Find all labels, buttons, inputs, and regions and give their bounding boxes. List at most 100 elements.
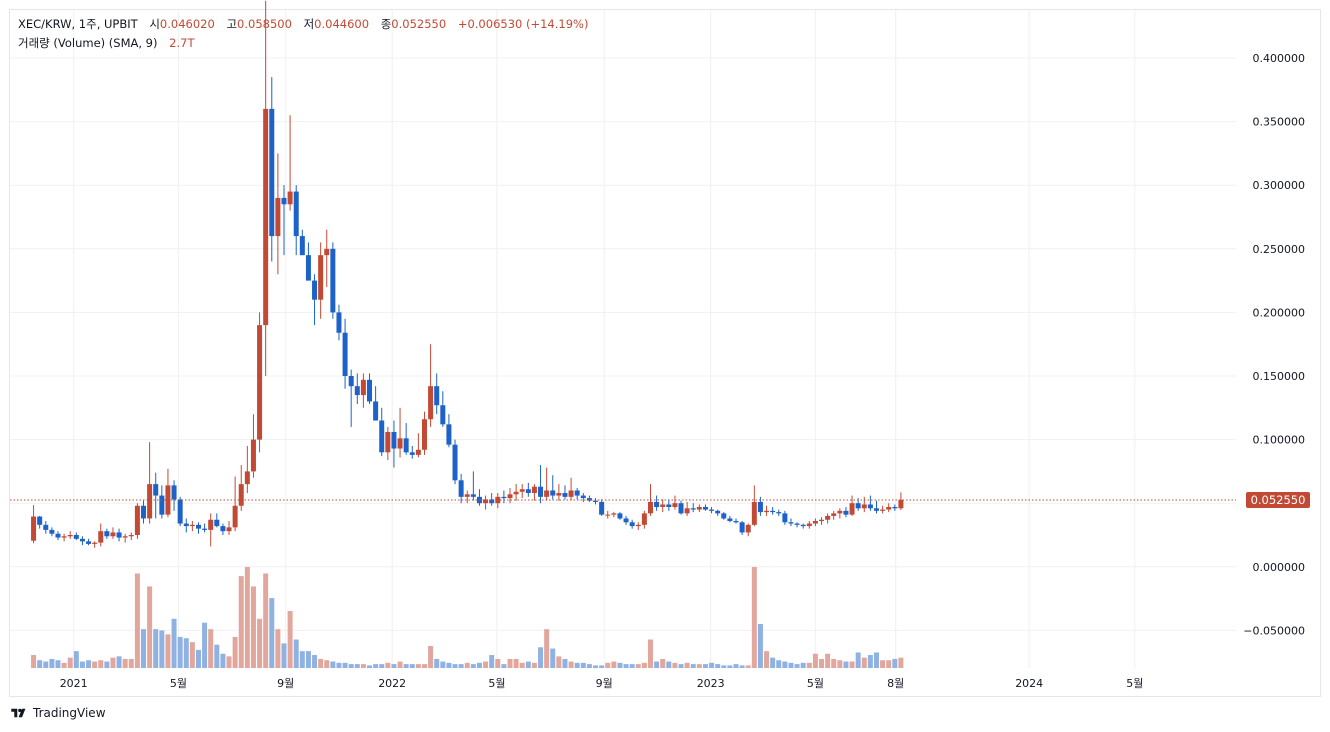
candle-body [794,523,800,525]
volume-bar [605,662,611,668]
volume-bar [165,634,171,668]
candle-body [61,536,67,538]
volume-bar [391,664,397,668]
candle-body [257,325,263,440]
volume-bar [79,661,85,668]
volume-bar [849,661,855,668]
candle-body [660,504,666,508]
candle-body [538,486,544,497]
candle-body [831,513,837,516]
time-tick-label: 5월 [1126,677,1143,690]
candle-body [354,386,360,396]
candle-body [330,248,336,313]
volume-bar [226,656,232,668]
candle-body [861,504,867,509]
volume-bar [623,664,629,668]
candle-body [580,495,586,499]
tradingview-footer[interactable]: TradingView [10,706,106,720]
volume-bar [721,665,727,668]
candle-body [147,484,153,519]
volume-bar [684,662,690,668]
candle-body [434,386,440,406]
price-tick-label: 0.200000 [1253,306,1306,319]
close-label: 종 [380,17,392,31]
volume-bar [159,630,165,668]
volume-bar [385,662,391,668]
volume-bar [696,664,702,668]
volume-bar [397,661,403,668]
volume-bar [293,639,299,668]
volume-bar [86,660,92,668]
volume-bar [342,662,348,668]
volume-bar [531,662,537,668]
candle-body [318,255,324,300]
candle-body [403,438,409,453]
candle-body [464,494,470,497]
candle-body [373,401,379,421]
volume-bar [843,661,849,668]
candle-body [269,108,275,237]
candle-body [287,191,293,205]
volume-bar [318,658,324,668]
candle-body [391,431,397,449]
candle-body [684,508,690,514]
candle-body [128,535,134,537]
candle-body [415,449,421,455]
volume-label[interactable]: 거래량 (Volume) (SMA, 9) [18,36,158,50]
candle-body [623,518,629,523]
candle-body [458,480,464,497]
candle-body [208,519,214,530]
volume-bar [232,636,238,668]
volume-bar [98,660,104,668]
volume-bar [214,644,220,668]
candle-body [49,529,55,534]
candle-body [421,419,427,450]
volume-bar [220,653,226,668]
high-label: 고 [226,17,238,31]
candle-body [819,519,825,522]
volume-bar [415,664,421,668]
volume-bar [336,662,342,668]
volume-bar [367,665,373,668]
candle-body [715,510,721,514]
volume-bar [153,629,159,668]
volume-bar [238,576,244,668]
candlestick-chart[interactable]: 0.400000 0.350000 0.300000 0.250000 0.200000… [0,0,1330,700]
volume-bar [873,652,879,668]
volume-bar [647,639,653,668]
candle-body [678,503,684,514]
candle-body [501,496,507,499]
volume-bar [507,658,513,668]
candle-body [599,501,605,515]
price-axis[interactable]: 0.400000 0.350000 0.300000 0.250000 0.200000… [1243,52,1310,637]
time-tick-label: 2024 [1015,677,1043,690]
symbol-label[interactable]: XEC/KRW, 1주, UPBIT [18,17,138,31]
candle-body [593,500,599,502]
candle-body [513,491,519,495]
candle-body [226,527,232,532]
last-price-tag-label: 0.052550 [1251,493,1306,507]
candle-body [159,495,165,515]
candle-body [195,524,201,529]
time-axis[interactable]: 2021 5월 9월 2022 5월 9월 2023 5월 8월 2024 5월 [60,677,1144,690]
volume-bar [202,622,208,668]
candle-body [104,531,110,537]
candle-body [67,535,73,537]
time-tick-label: 2021 [60,677,88,690]
candle-body [886,507,892,510]
price-tick-label: 0.100000 [1253,434,1306,447]
candle-body [489,499,495,504]
volume-bar [544,629,550,668]
candle-body [654,501,660,508]
volume-bar [476,662,482,668]
volume-bar [739,665,745,668]
volume-bar [715,664,721,668]
candle-body [98,531,104,543]
volume-bar [513,658,519,668]
volume-bar [574,662,580,668]
candle-body [562,493,568,497]
volume-bar [751,567,757,668]
volume-bar [892,658,898,668]
volume-bar [837,660,843,668]
candle-body [428,386,434,420]
